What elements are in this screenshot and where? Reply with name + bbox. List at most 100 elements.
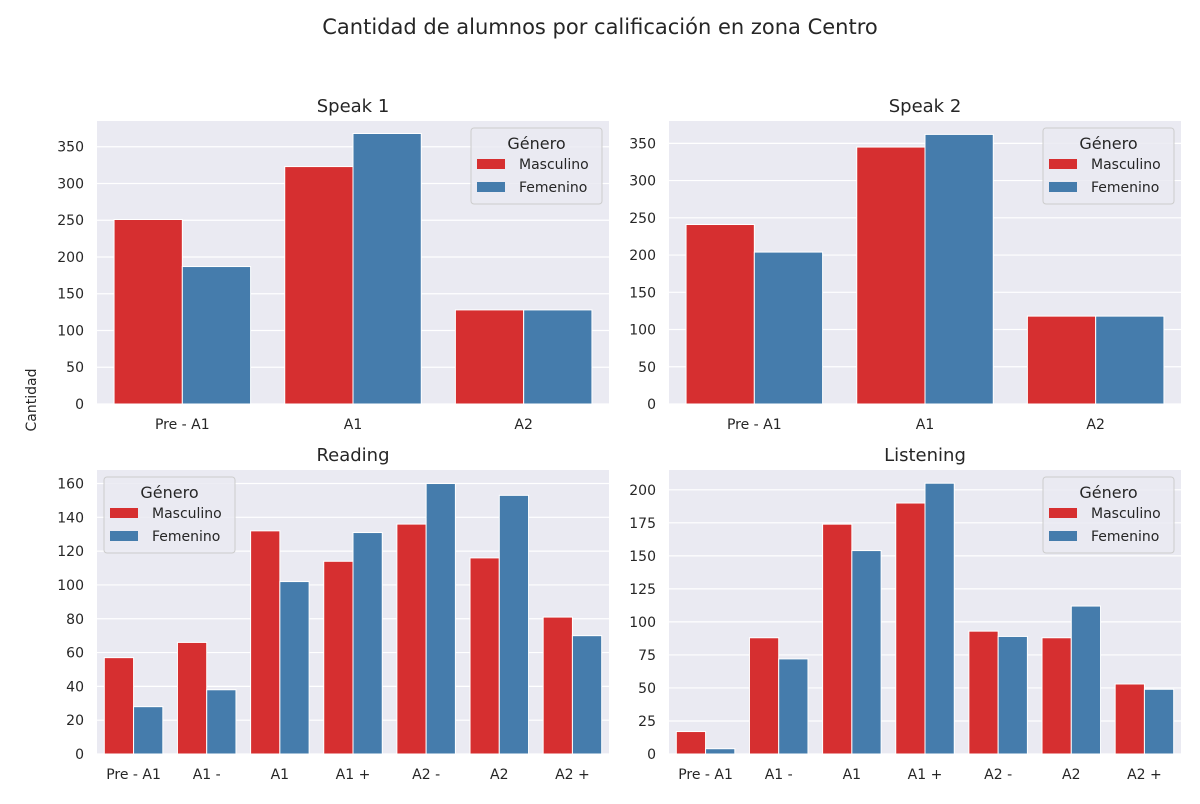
panel-title: Reading [316, 445, 389, 466]
legend-label-masculino: Masculino [1091, 157, 1161, 173]
panel-title: Speak 2 [889, 96, 962, 117]
legend-swatch-masculino [1049, 508, 1077, 518]
y-tick-label: 0 [647, 397, 656, 413]
x-tick-label: Pre - A1 [678, 767, 733, 783]
legend-label-masculino: Masculino [519, 157, 589, 173]
bar-masculino-4 [968, 630, 999, 755]
y-tick-label: 150 [629, 549, 656, 565]
x-tick-label: Pre - A1 [155, 417, 210, 433]
bar-femenino-4 [425, 483, 456, 755]
x-tick-label: A1 + [908, 767, 943, 783]
x-tick-label: A1 [344, 417, 362, 433]
legend-swatch-femenino [477, 182, 505, 192]
bar-masculino-6 [1114, 683, 1145, 755]
bar-femenino-1 [924, 133, 994, 405]
legend-label-femenino: Femenino [1091, 529, 1159, 545]
panel-title: Speak 1 [317, 96, 390, 117]
x-tick-label: A1 [271, 767, 289, 783]
bar-femenino-0 [133, 706, 164, 755]
legend-label-femenino: Femenino [1091, 180, 1159, 196]
bar-femenino-5 [498, 494, 530, 755]
bar-femenino-4 [997, 635, 1028, 755]
y-tick-label: 60 [66, 646, 84, 662]
bar-femenino-2 [523, 309, 593, 405]
bar-masculino-1 [856, 146, 926, 405]
y-tick-label: 20 [66, 713, 84, 729]
x-tick-label: A1 - [193, 767, 221, 783]
x-tick-label: A2 + [555, 767, 590, 783]
chart-panel-1: 0 50 100 150 200 250 300 350 Pre - A1 A1 A2 Speak 2… [629, 96, 1181, 433]
bar-femenino-6 [1143, 688, 1175, 755]
legend-swatch-masculino [110, 508, 138, 518]
bar-masculino-3 [895, 502, 926, 755]
bar-femenino-0 [705, 748, 736, 755]
bar-femenino-0 [181, 266, 252, 405]
figure-suptitle: Cantidad de alumnos por calificación en … [322, 15, 878, 39]
y-tick-label: 250 [629, 211, 656, 227]
y-tick-label: 350 [57, 140, 84, 156]
bar-masculino-2 [250, 530, 281, 755]
y-tick-label: 120 [57, 544, 84, 560]
legend-label-femenino: Femenino [152, 529, 220, 545]
bar-masculino-5 [469, 557, 500, 755]
legend-swatch-femenino [1049, 182, 1077, 192]
legend: Género Masculino Femenino [103, 476, 236, 554]
bar-masculino-6 [542, 616, 573, 755]
panel-title: Listening [884, 445, 966, 466]
x-tick-label: A2 - [412, 767, 440, 783]
y-tick-label: 80 [66, 612, 84, 628]
x-tick-label: A2 - [984, 767, 1012, 783]
y-tick-label: 250 [57, 213, 84, 229]
y-tick-label: 200 [629, 248, 656, 264]
y-tick-label: 125 [629, 582, 656, 598]
y-tick-label: 300 [629, 174, 656, 190]
y-tick-label: 160 [57, 477, 84, 493]
legend-title: Género [140, 483, 198, 502]
x-tick-label: A1 + [336, 767, 371, 783]
legend-title: Género [1079, 134, 1137, 153]
y-tick-label: 40 [66, 679, 84, 695]
y-tick-label: 50 [638, 360, 656, 376]
bar-masculino-2 [454, 309, 525, 405]
legend-label-masculino: Masculino [1091, 506, 1161, 522]
y-tick-label: 0 [647, 747, 656, 763]
x-tick-label: A2 [514, 417, 532, 433]
legend: Género Masculino Femenino [1042, 127, 1175, 205]
bar-femenino-5 [1070, 605, 1102, 755]
y-tick-label: 25 [638, 714, 656, 730]
bar-femenino-3 [352, 532, 383, 755]
legend: Género Masculino Femenino [1042, 476, 1175, 554]
shared-y-axis-label: Cantidad [24, 369, 40, 432]
bar-femenino-3 [924, 482, 955, 755]
y-tick-label: 150 [57, 287, 84, 303]
x-tick-label: A2 + [1127, 767, 1162, 783]
chart-panel-2: 0 20 40 60 80 100 120 140 160 Pre - A1 A1 - A1 A1 + A… [57, 445, 609, 783]
bar-masculino-0 [103, 657, 135, 755]
x-tick-label: A2 [1086, 417, 1104, 433]
legend-label-femenino: Femenino [519, 180, 587, 196]
legend-title: Género [507, 134, 565, 153]
bar-masculino-3 [323, 560, 354, 755]
bar-femenino-2 [279, 581, 310, 755]
bar-masculino-0 [685, 224, 755, 405]
y-tick-label: 140 [57, 510, 84, 526]
y-tick-label: 150 [629, 285, 656, 301]
legend-swatch-masculino [1049, 159, 1077, 169]
bar-masculino-2 [1026, 315, 1097, 405]
legend-swatch-femenino [1049, 531, 1077, 541]
y-tick-label: 200 [57, 250, 84, 266]
bar-masculino-0 [113, 218, 183, 405]
legend: Género Masculino Femenino [470, 127, 603, 205]
bar-femenino-2 [1095, 315, 1165, 405]
y-tick-label: 350 [629, 136, 656, 152]
bar-masculino-4 [396, 523, 427, 755]
bar-masculino-5 [1041, 637, 1072, 755]
y-tick-label: 175 [629, 516, 656, 532]
y-tick-label: 0 [75, 397, 84, 413]
bar-masculino-2 [822, 523, 853, 755]
y-tick-label: 300 [57, 176, 84, 192]
bar-masculino-0 [675, 731, 707, 755]
legend-swatch-masculino [477, 159, 505, 169]
